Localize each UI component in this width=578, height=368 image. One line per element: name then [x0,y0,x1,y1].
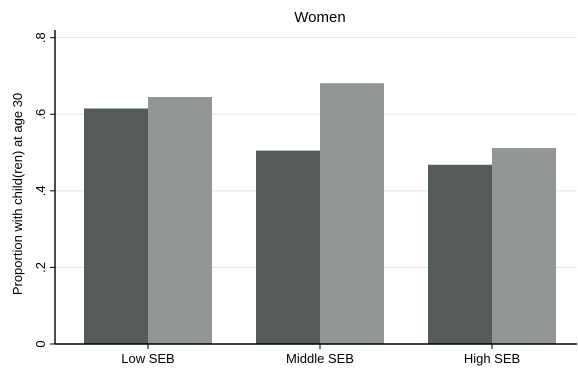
x-tick-label: High SEB [464,351,520,366]
x-tick-label: Middle SEB [286,351,354,366]
bar-low-seb-series-2 [148,97,212,344]
y-tick-label: .4 [33,185,48,196]
bars [84,83,556,344]
y-tick-label: .6 [33,109,48,120]
bar-middle-seb-series-2 [320,83,384,344]
bar-high-seb-series-2 [492,147,556,344]
bar-middle-seb-series-1 [256,150,320,344]
x-tick-label: Low SEB [121,351,174,366]
y-axis-label: Proportion with child(ren) at age 30 [10,93,25,295]
bar-low-seb-series-1 [84,108,148,344]
y-tick-label: .8 [33,32,48,43]
chart-title: Women [294,9,345,26]
y-tick-label: 0 [33,340,48,347]
axes: 0 .2 .4 .6 .8 Low SEB Middle SEB High SEB [33,30,577,366]
y-tick-label: .2 [33,262,48,273]
bar-high-seb-series-1 [428,164,492,344]
